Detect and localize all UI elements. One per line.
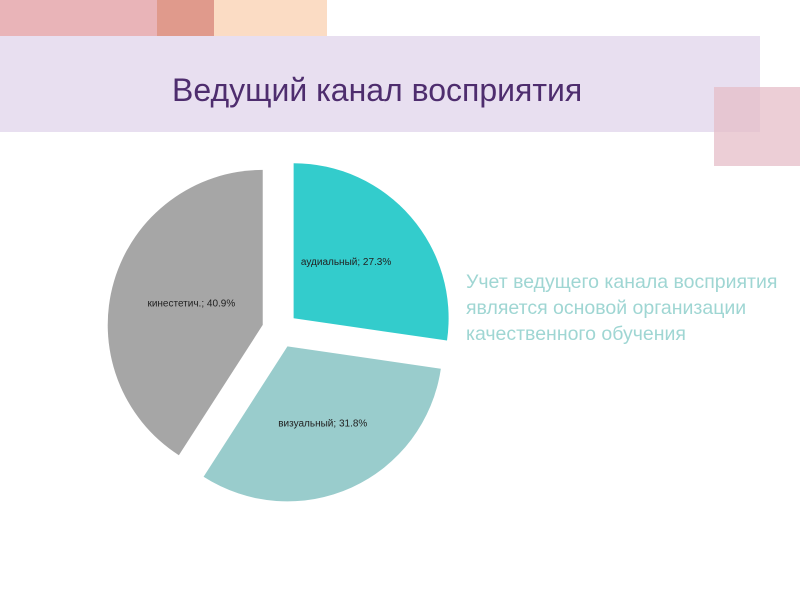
pie-slice-1 <box>293 163 449 341</box>
pie-slice-3 <box>107 169 263 456</box>
page-title: Ведущий канал восприятия <box>172 72 583 108</box>
pie-slice-label-3: кинестетич.; 40.9% <box>147 299 235 310</box>
pie-slice-label-2: визуальный; 31.8% <box>278 419 367 430</box>
decor-block-rose <box>714 87 800 166</box>
pie-slice-2 <box>203 346 441 502</box>
pie-slice-label-1: аудиальный; 27.3% <box>301 257 391 268</box>
title-band <box>0 36 760 132</box>
side-text: Учет ведущего канала восприятия является… <box>466 271 778 345</box>
